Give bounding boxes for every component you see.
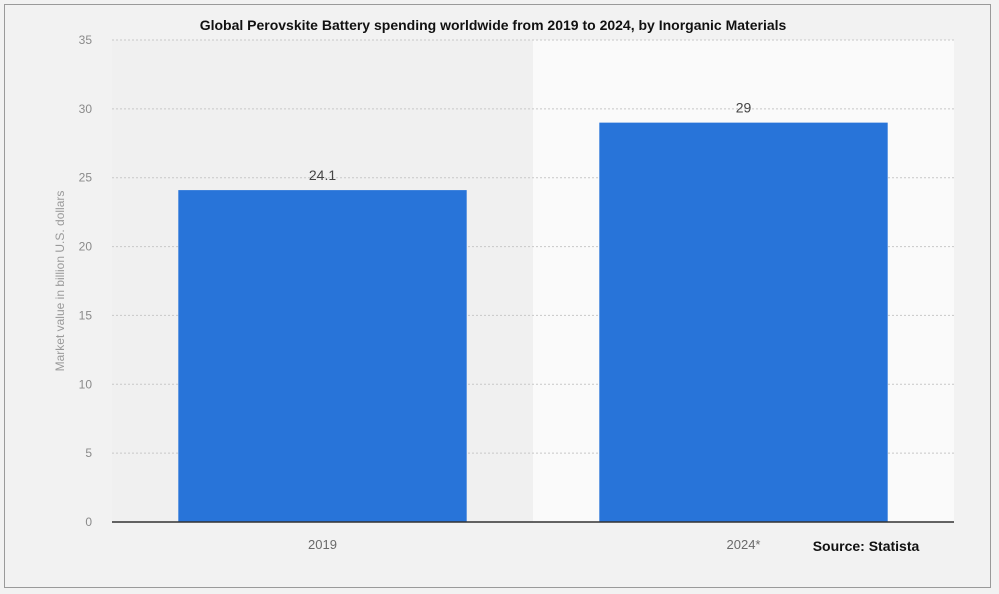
data-label: 24.1 xyxy=(309,167,336,183)
data-labels: 24.1 29 xyxy=(309,100,752,183)
y-tick-label: 25 xyxy=(79,171,93,185)
y-tick-label: 5 xyxy=(85,446,92,460)
bar-2019 xyxy=(178,190,467,522)
chart-title: Global Perovskite Battery spending world… xyxy=(200,17,787,33)
y-axis-label: Market value in billion U.S. dollars xyxy=(53,191,67,372)
data-label: 29 xyxy=(736,100,752,116)
y-tick-label: 30 xyxy=(79,102,93,116)
bar-2024 xyxy=(599,122,888,522)
y-tick-label: 10 xyxy=(79,377,93,391)
y-tick-label: 35 xyxy=(79,33,93,47)
y-tick-label: 15 xyxy=(79,308,93,322)
y-tick-label: 0 xyxy=(85,515,92,529)
source-label: Source: Statista xyxy=(813,538,920,554)
bars xyxy=(178,122,888,522)
x-tick-label: 2019 xyxy=(308,537,337,552)
x-tick-label: 2024* xyxy=(727,537,761,552)
y-tick-label: 20 xyxy=(79,240,93,254)
x-axis-ticks: 2019 2024* xyxy=(308,537,760,552)
y-axis-ticks: 0 5 10 15 20 25 30 35 xyxy=(79,33,93,529)
